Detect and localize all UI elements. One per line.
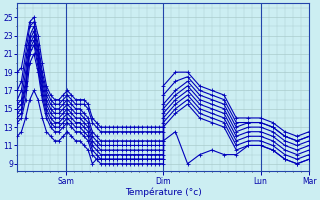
X-axis label: Température (°c): Température (°c) bbox=[125, 187, 202, 197]
